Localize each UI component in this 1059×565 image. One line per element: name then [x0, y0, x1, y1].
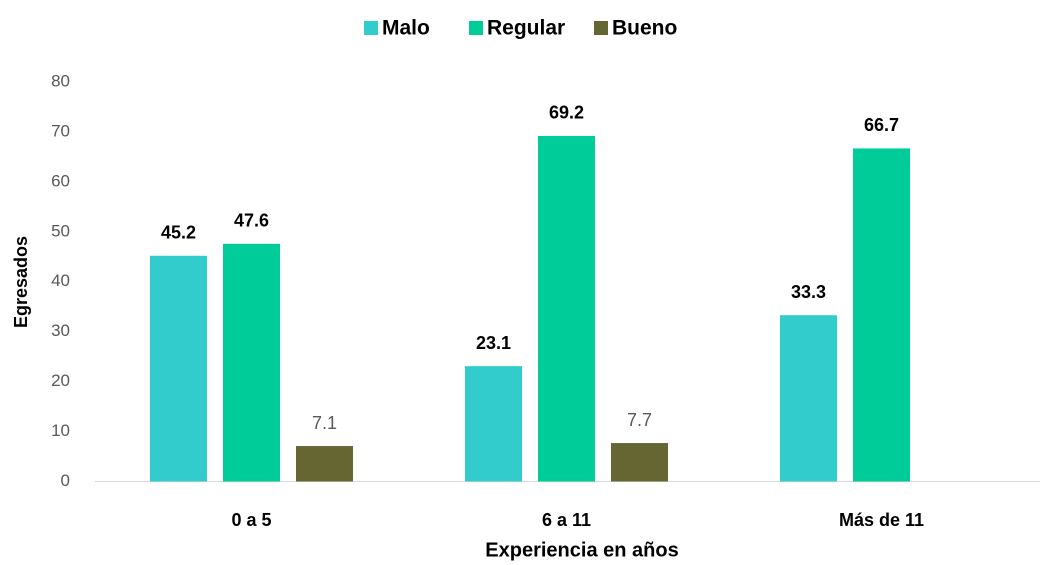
value-label: 23.1	[476, 333, 511, 353]
x-tick-label: Más de 11	[839, 510, 924, 530]
bar	[538, 135, 595, 482]
bar	[223, 243, 280, 482]
x-tick-label: 0 a 5	[231, 510, 271, 530]
legend-label: Bueno	[612, 17, 677, 40]
legend-label: Regular	[487, 17, 565, 40]
value-label: 47.6	[234, 211, 269, 231]
value-label: 66.7	[864, 115, 899, 135]
legend-swatch	[364, 21, 378, 35]
value-label: 33.3	[791, 282, 826, 302]
y-tick-label: 0	[61, 471, 70, 490]
value-label: 69.2	[549, 103, 584, 123]
bar	[150, 255, 207, 482]
legend-swatch	[469, 21, 483, 35]
bar	[780, 315, 837, 482]
bar	[296, 446, 353, 482]
bar	[465, 366, 522, 482]
value-label: 7.1	[312, 413, 337, 433]
y-tick-label: 40	[51, 271, 70, 290]
bar	[853, 148, 910, 482]
value-label: 45.2	[161, 223, 196, 243]
y-tick-label: 10	[51, 421, 70, 440]
y-tick-label: 70	[51, 121, 70, 140]
value-label: 7.7	[627, 410, 652, 430]
y-tick-label: 30	[51, 321, 70, 340]
y-tick-label: 60	[51, 171, 70, 190]
x-tick-label: 6 a 11	[542, 510, 591, 530]
y-tick-label: 20	[51, 371, 70, 390]
bar	[611, 443, 668, 482]
x-axis-title: Experiencia en años	[485, 539, 678, 561]
y-axis-title: Egresados	[11, 236, 31, 328]
legend-label: Malo	[382, 17, 430, 40]
y-tick-label: 50	[51, 221, 70, 240]
legend-swatch	[594, 21, 608, 35]
y-tick-label: 80	[51, 71, 70, 90]
